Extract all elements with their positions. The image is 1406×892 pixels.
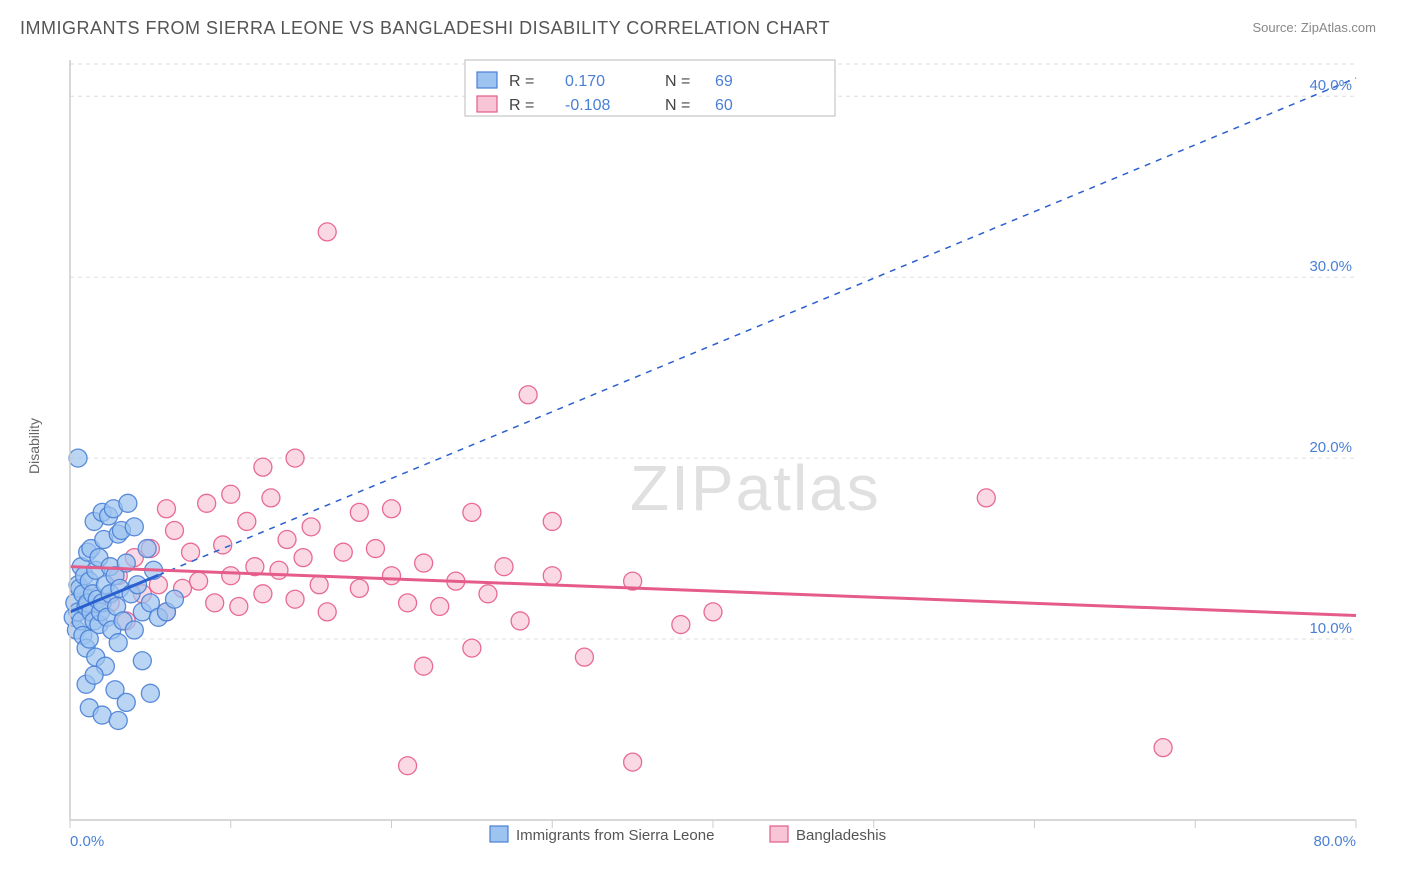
- correlation-legend: R = 0.170 N = 69 R = -0.108 N = 60: [465, 60, 835, 116]
- chart-title: IMMIGRANTS FROM SIERRA LEONE VS BANGLADE…: [20, 18, 830, 39]
- svg-text:Bangladeshis: Bangladeshis: [796, 827, 886, 844]
- svg-text:80.0%: 80.0%: [1313, 833, 1356, 850]
- svg-text:-0.108: -0.108: [565, 97, 610, 114]
- y-axis-label: Disability: [26, 418, 42, 474]
- grid-layer: [70, 64, 1356, 639]
- svg-text:R =: R =: [509, 73, 534, 90]
- series-legend: Immigrants from Sierra Leone Bangladeshis: [490, 826, 886, 844]
- svg-text:0.0%: 0.0%: [70, 833, 104, 850]
- source-value: ZipAtlas.com: [1301, 20, 1376, 35]
- svg-text:10.0%: 10.0%: [1309, 620, 1352, 637]
- svg-text:60: 60: [715, 97, 733, 114]
- scatter-chart: ZIPatlas 0.0% 80.0% 10.0% 20.0% 30.0% 40.0% R…: [50, 50, 1376, 850]
- svg-text:20.0%: 20.0%: [1309, 439, 1352, 456]
- watermark-text: ZIPatlas: [630, 452, 881, 524]
- source-attribution: Source: ZipAtlas.com: [1252, 20, 1376, 35]
- svg-text:40.0%: 40.0%: [1309, 77, 1352, 94]
- svg-text:N =: N =: [665, 97, 690, 114]
- svg-text:R =: R =: [509, 97, 534, 114]
- svg-text:69: 69: [715, 73, 733, 90]
- trend-lines: [70, 78, 1356, 615]
- svg-text:N =: N =: [665, 73, 690, 90]
- source-label: Source:: [1252, 20, 1300, 35]
- svg-text:30.0%: 30.0%: [1309, 258, 1352, 275]
- svg-text:Immigrants from Sierra Leone: Immigrants from Sierra Leone: [516, 827, 714, 844]
- svg-text:0.170: 0.170: [565, 73, 605, 90]
